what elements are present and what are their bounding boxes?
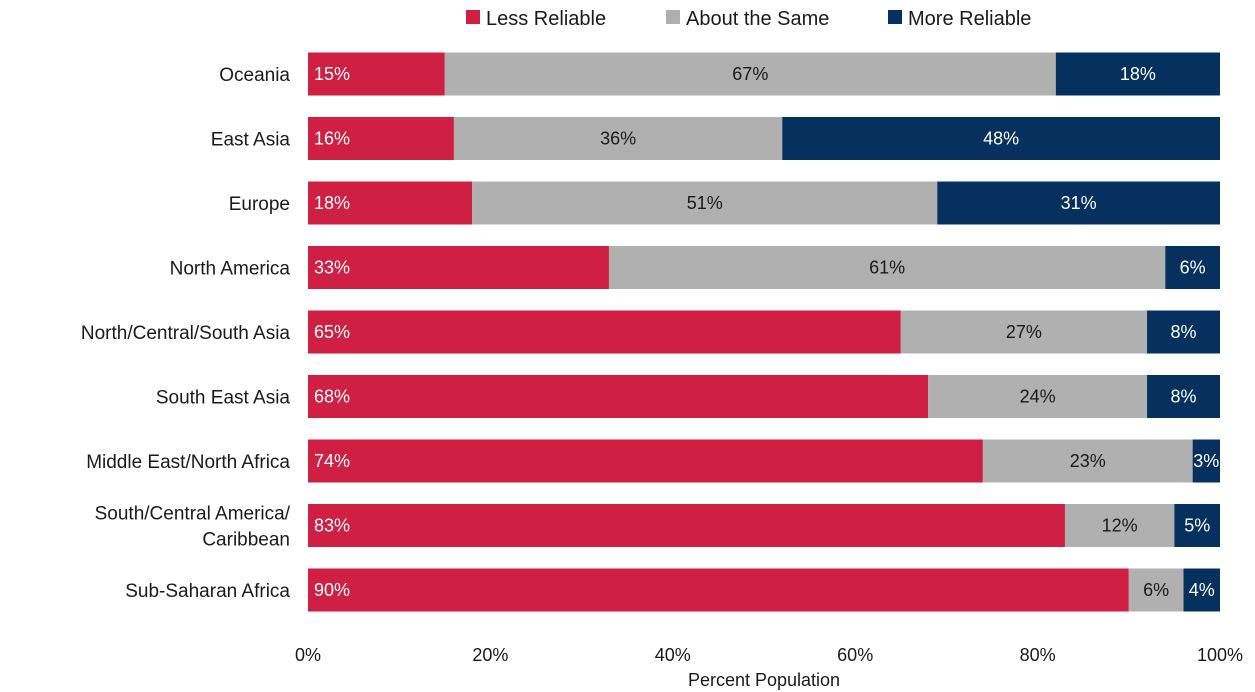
bar-more-reliable-europe <box>937 181 1220 225</box>
category-label-sub-saharan-africa: Sub-Saharan Africa <box>125 581 290 602</box>
data-label-more-reliable-north-central-south-asia: 8% <box>1171 322 1197 342</box>
data-label-about-the-same-europe: 51% <box>687 193 723 213</box>
legend: Less Reliable About the Same More Reliable <box>466 8 1031 30</box>
bar-less-reliable-oceania <box>308 52 445 96</box>
bar-row-north-central-south-asia: 65% 27% 8% <box>308 310 1220 354</box>
bar-less-reliable-middle-east-north-africa <box>308 439 983 483</box>
data-label-less-reliable-europe: 18% <box>314 193 350 213</box>
x-tick-label-0: 0% <box>295 645 321 665</box>
bar-less-reliable-south-east-asia <box>308 375 929 418</box>
bar-row-north-america: 33% 61% 6% <box>308 246 1220 289</box>
bar-about-the-same-north-america <box>608 246 1166 289</box>
bar-less-reliable-east-asia <box>308 117 454 160</box>
bar-about-the-same-oceania <box>444 52 1056 96</box>
bar-about-the-same-europe <box>472 181 938 225</box>
legend-label-less-reliable: Less Reliable <box>486 8 606 30</box>
bar-row-europe: 18% 51% 31% <box>308 181 1220 225</box>
data-label-about-the-same-south-east-asia: 24% <box>1020 387 1056 407</box>
legend-item-about-the-same: About the Same <box>666 8 829 30</box>
data-label-more-reliable-oceania: 18% <box>1120 64 1156 84</box>
category-label-oceania: Oceania <box>219 65 290 86</box>
category-label-east-asia: East Asia <box>211 130 291 151</box>
bar-less-reliable-north-central-south-asia <box>308 310 901 354</box>
data-label-about-the-same-north-america: 61% <box>869 258 905 278</box>
bar-row-oceania: 15% 67% 18% <box>308 52 1220 96</box>
data-label-more-reliable-middle-east-north-africa: 3% <box>1193 451 1219 471</box>
category-label-north-america: North America <box>170 259 291 280</box>
legend-swatch-about-the-same <box>666 10 680 24</box>
data-label-less-reliable-east-asia: 16% <box>314 129 350 149</box>
bar-more-reliable-east-asia <box>782 117 1220 160</box>
data-label-less-reliable-sub-saharan-africa: 90% <box>314 580 350 600</box>
legend-swatch-less-reliable <box>466 10 480 24</box>
bar-row-middle-east-north-africa: 74% 23% 3% <box>308 439 1220 483</box>
data-label-about-the-same-south-central-america-caribbean: 12% <box>1102 516 1138 536</box>
bar-less-reliable-europe <box>308 181 473 225</box>
bar-more-reliable-north-central-south-asia <box>1147 310 1220 354</box>
bar-about-the-same-north-central-south-asia <box>900 310 1148 354</box>
bar-row-south-central-america-caribbean: 83% 12% 5% <box>308 504 1220 547</box>
bar-more-reliable-sub-saharan-africa <box>1183 568 1220 612</box>
x-tick-label-80: 80% <box>1020 645 1056 665</box>
bar-row-south-east-asia: 68% 24% 8% <box>308 375 1220 418</box>
data-label-more-reliable-north-america: 6% <box>1180 258 1206 278</box>
bar-less-reliable-north-america <box>308 246 609 289</box>
data-label-less-reliable-north-america: 33% <box>314 258 350 278</box>
bar-row-east-asia: 16% 36% 48% <box>308 117 1220 160</box>
x-tick-label-20: 20% <box>472 645 508 665</box>
legend-swatch-more-reliable <box>888 10 902 24</box>
data-label-more-reliable-europe: 31% <box>1061 193 1097 213</box>
data-label-less-reliable-middle-east-north-africa: 74% <box>314 451 350 471</box>
data-label-about-the-same-north-central-south-asia: 27% <box>1006 322 1042 342</box>
category-label-north-central-south-asia: North/Central/South Asia <box>81 323 291 344</box>
bar-more-reliable-south-east-asia <box>1147 375 1220 418</box>
bar-about-the-same-east-asia <box>453 117 783 160</box>
bar-less-reliable-sub-saharan-africa <box>308 568 1129 612</box>
data-label-more-reliable-south-central-america-caribbean: 5% <box>1184 516 1210 536</box>
bar-more-reliable-north-america <box>1165 246 1220 289</box>
bar-row-sub-saharan-africa: 90% 6% 4% <box>308 568 1220 612</box>
bar-about-the-same-middle-east-north-africa <box>982 439 1193 483</box>
category-label-south-east-asia: South East Asia <box>156 388 291 409</box>
data-label-about-the-same-middle-east-north-africa: 23% <box>1070 451 1106 471</box>
bar-more-reliable-south-central-america-caribbean <box>1174 504 1220 547</box>
category-axis: Oceania East Asia Europe North America North… <box>81 65 291 602</box>
data-label-more-reliable-south-east-asia: 8% <box>1171 387 1197 407</box>
x-axis-title: Percent Population <box>688 670 840 690</box>
x-tick-label-60: 60% <box>837 645 873 665</box>
bar-more-reliable-middle-east-north-africa <box>1192 439 1220 483</box>
bar-about-the-same-sub-saharan-africa <box>1128 568 1184 612</box>
data-label-less-reliable-oceania: 15% <box>314 64 350 84</box>
bar-about-the-same-south-east-asia <box>928 375 1148 418</box>
x-tick-label-100: 100% <box>1197 645 1243 665</box>
legend-item-more-reliable: More Reliable <box>888 8 1031 30</box>
data-label-less-reliable-south-east-asia: 68% <box>314 387 350 407</box>
legend-item-less-reliable: Less Reliable <box>466 8 606 30</box>
x-tick-label-40: 40% <box>655 645 691 665</box>
data-label-more-reliable-east-asia: 48% <box>983 129 1019 149</box>
bar-about-the-same-south-central-america-caribbean <box>1064 504 1175 547</box>
bars-area: 15% 67% 18% 16% 36% 48% 18% 51% 31% 33% 61% 6% 65% 27… <box>308 52 1220 612</box>
x-axis: 0% 20% 40% 60% 80% 100% <box>295 645 1243 665</box>
bar-more-reliable-oceania <box>1055 52 1220 96</box>
data-label-less-reliable-south-central-america-caribbean: 83% <box>314 516 350 536</box>
legend-label-about-the-same: About the Same <box>686 8 829 30</box>
legend-label-more-reliable: More Reliable <box>908 8 1031 30</box>
category-label-europe: Europe <box>229 194 290 215</box>
bar-less-reliable-south-central-america-caribbean <box>308 504 1065 547</box>
data-label-about-the-same-oceania: 67% <box>732 64 768 84</box>
data-label-less-reliable-north-central-south-asia: 65% <box>314 322 350 342</box>
category-label-middle-east-north-africa: Middle East/North Africa <box>86 452 290 473</box>
category-label-south-central-america-caribbean: South/Central America/Caribbean <box>95 504 291 551</box>
data-label-more-reliable-sub-saharan-africa: 4% <box>1189 580 1215 600</box>
data-label-about-the-same-east-asia: 36% <box>600 129 636 149</box>
data-label-about-the-same-sub-saharan-africa: 6% <box>1143 580 1169 600</box>
